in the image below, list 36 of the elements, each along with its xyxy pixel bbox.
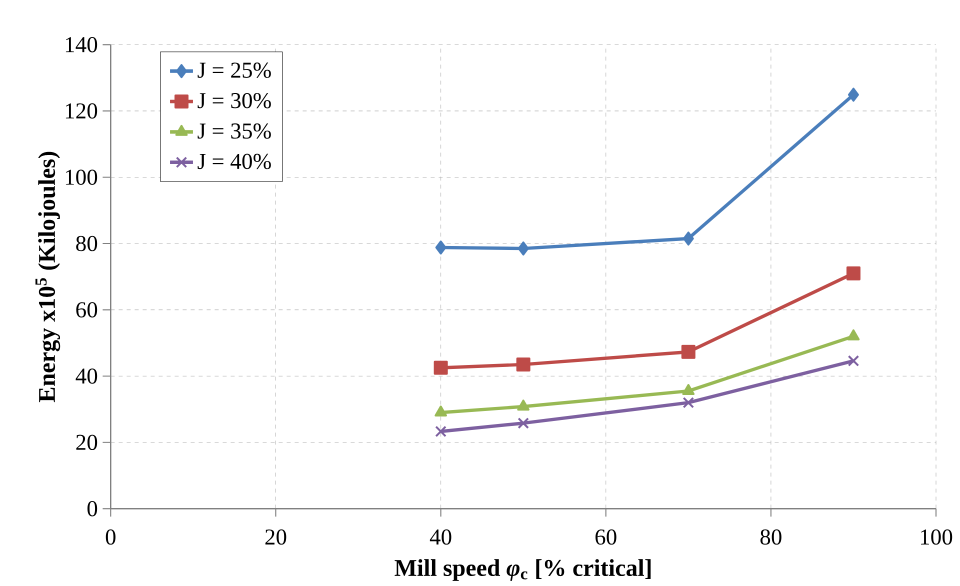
point: [518, 417, 530, 429]
point: [846, 266, 860, 280]
point: [517, 400, 530, 411]
y-axis-title: Energy x10$^{5}$ (Kilojoules): [35, 152, 60, 402]
point: [516, 357, 530, 372]
point: [518, 241, 529, 256]
point: [681, 344, 696, 359]
point: [847, 329, 860, 340]
point: [848, 88, 859, 102]
x-tick-label: 40: [430, 529, 452, 545]
y-tick-label: 60: [76, 302, 98, 318]
y-tick-label: 0: [87, 501, 98, 516]
point: [435, 426, 447, 438]
point: [682, 232, 694, 246]
y-tick-label: 80: [76, 236, 98, 252]
point: [435, 240, 446, 255]
y-tick-label: 140: [66, 37, 98, 52]
y-tick-label: 40: [76, 368, 98, 384]
point: [434, 360, 448, 375]
legend-label: J = 30%: [198, 92, 271, 108]
x-tick-label: 80: [760, 529, 782, 545]
y-tick-label: 20: [76, 434, 98, 450]
x-tick-label: 20: [265, 529, 286, 545]
y-tick-label: 100: [66, 170, 98, 185]
x-tick-label: 100: [920, 529, 952, 545]
x-tick-label: 60: [596, 529, 616, 545]
legend-label: J = 35%: [198, 123, 271, 139]
x-tick-label: 0: [106, 529, 116, 545]
point: [848, 355, 860, 367]
point: [682, 384, 695, 396]
legend-label: J = 25%: [198, 62, 271, 78]
point: [434, 406, 447, 417]
legend-label: J = 40%: [198, 154, 271, 170]
y-tick-label: 120: [66, 103, 98, 119]
point: [682, 396, 694, 408]
x-axis-title: Mill speed φ$_{c}$ [% critical]: [394, 559, 651, 581]
